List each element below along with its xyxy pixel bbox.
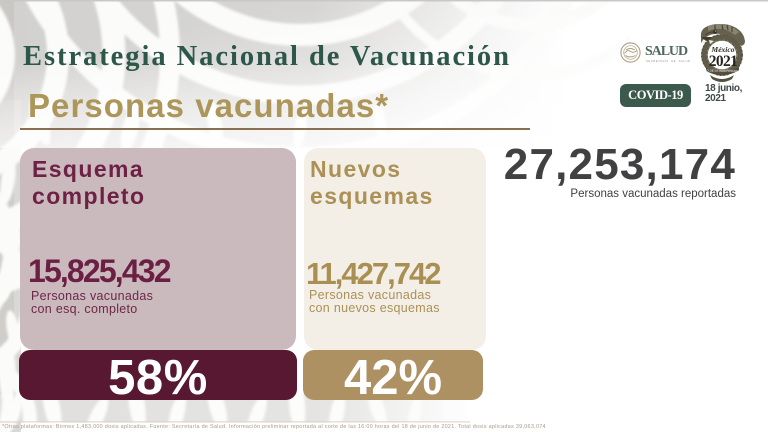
svg-text:México: México [711,45,735,54]
svg-text:AÑO DE LA INDEPENDENCIA: AÑO DE LA INDEPENDENCIA [702,67,743,73]
svg-text:2021: 2021 [709,53,738,70]
